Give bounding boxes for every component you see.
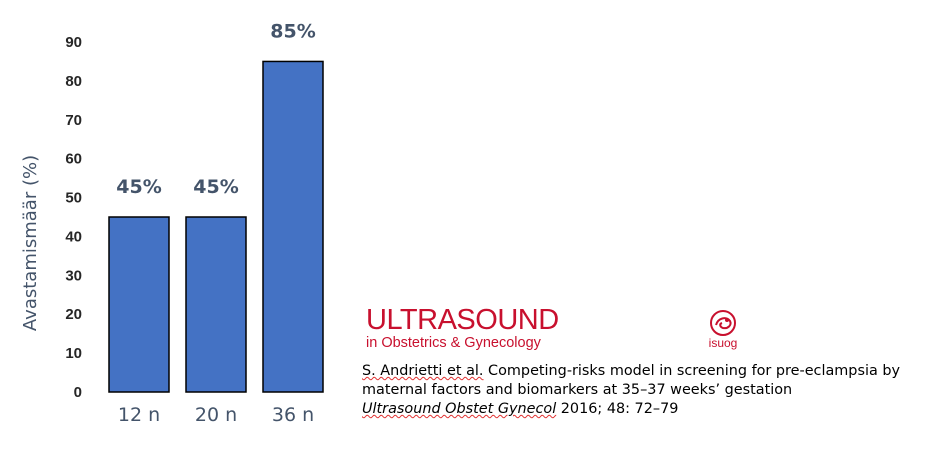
y-tick-label: 50 [65,190,82,207]
citation-author: S. Andrietti et al. [362,363,484,379]
isuog-logo: isuog [700,308,746,358]
citation-journal: Ultrasound Obstet Gynecol [362,401,557,417]
y-axis: 0 10 20 30 40 50 60 70 80 90 [65,34,82,401]
y-tick-label: 0 [74,384,82,401]
data-label: 45% [116,176,161,198]
data-label: 45% [193,176,238,198]
bars [108,60,324,393]
y-tick-label: 60 [65,151,82,168]
logo-subtitle: in Obstetrics & Gynecology [366,335,541,351]
bar [185,216,247,393]
x-tick-label: 12 n [118,404,160,426]
y-tick-label: 40 [65,228,82,245]
y-tick-label: 10 [65,345,82,362]
isuog-emblem-icon [710,310,736,336]
citation-details: 2016; 48: 72–79 [556,401,679,417]
x-tick-label: 20 n [195,404,237,426]
citation-text: Competing-risks model in screening for p… [362,363,900,398]
citation: S. Andrietti et al. Competing-risks mode… [362,362,932,419]
y-axis-label: Avastamismäär (%) [20,155,41,331]
logo-title: ULTRASOUND [366,304,559,336]
data-label: 85% [270,20,315,42]
y-tick-label: 30 [65,267,82,284]
y-tick-label: 70 [65,112,82,129]
x-tick-label: 36 n [272,404,314,426]
y-tick-label: 20 [65,306,82,323]
y-tick-label: 80 [65,73,82,90]
y-tick-label: 90 [65,34,82,51]
data-labels: 45% 45% 85% [116,20,315,198]
bar [108,216,170,393]
isuog-label: isuog [708,336,738,350]
journal-logo: ULTRASOUND in Obstetrics & Gynecology [366,305,559,351]
x-axis: 12 n 20 n 36 n [118,404,314,426]
bar [262,60,324,393]
